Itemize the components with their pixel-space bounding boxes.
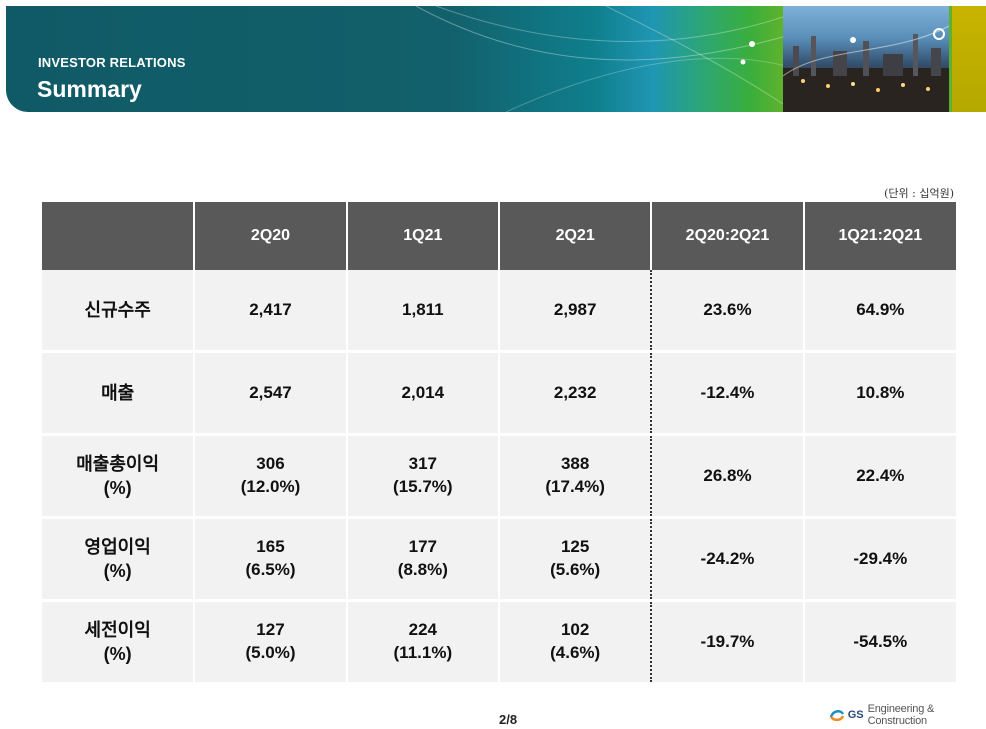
column-header: 2Q20:2Q21 xyxy=(651,202,805,270)
row-label-line: 매출총이익 xyxy=(76,453,160,474)
row-label-line: (%) xyxy=(103,644,132,664)
change-1q21-2q21: 10.8% xyxy=(803,351,956,436)
page-number: 2/8 xyxy=(499,712,518,727)
column-header xyxy=(42,202,196,270)
value-1q21-line: 2,014 xyxy=(401,382,445,402)
value-2q20-line: 306 xyxy=(256,454,285,474)
value-1q21-line: 224 xyxy=(408,620,437,640)
column-header: 1Q21 xyxy=(346,202,500,270)
value-2q20: 2,417 xyxy=(194,270,348,353)
table-row: 매출 2,547 2,014 2,232 -12.4% 10.8% xyxy=(42,351,956,436)
value-1q21-line: 177 xyxy=(408,537,437,557)
row-label-line: 세전이익 xyxy=(84,619,151,640)
change-2q20-2q21: -19.7% xyxy=(651,600,805,685)
gs-logo-icon xyxy=(829,710,844,722)
value-2q21: 125 (5.6%) xyxy=(498,517,653,602)
column-header: 1Q21:2Q21 xyxy=(803,202,956,270)
table-row: 세전이익 (%) 127 (5.0%) 224 (11.1%) 102 (4.6%) -19.7… xyxy=(42,600,956,685)
row-label: 매출총이익 (%) xyxy=(42,434,196,519)
value-1q21: 1,811 xyxy=(346,270,500,353)
value-1q21: 317 (15.7%) xyxy=(346,434,500,519)
brand-gs: GS xyxy=(847,709,864,721)
change-2q20-2q21: 23.6% xyxy=(651,270,805,353)
row-label-line: (%) xyxy=(103,561,132,581)
banner-decoration xyxy=(415,6,786,112)
banner-accent-strip xyxy=(952,6,986,112)
row-label: 세전이익 (%) xyxy=(42,600,196,685)
value-2q21-line: 388 xyxy=(560,454,590,474)
value-2q20-line: 2,417 xyxy=(249,299,292,319)
value-1q21: 2,014 xyxy=(346,351,500,436)
value-2q20-line: (5.0%) xyxy=(245,643,296,662)
value-1q21-line: (11.1%) xyxy=(393,643,453,662)
table-row: 영업이익 (%) 165 (6.5%) 177 (8.8%) 125 (5.6%) -24.2%… xyxy=(42,517,956,602)
value-2q21-line: 102 xyxy=(560,620,590,640)
change-1q21-2q21: 22.4% xyxy=(803,434,956,519)
header-banner: INVESTOR RELATIONS Summary xyxy=(6,6,986,112)
value-2q20-line: 165 xyxy=(256,537,285,557)
brand-text: Engineering & Construction xyxy=(867,703,935,727)
table-row: 신규수주 2,417 1,811 2,987 23.6% 64.9% xyxy=(42,270,956,353)
value-2q21: 2,987 xyxy=(498,270,653,353)
value-2q20-line: 127 xyxy=(256,620,285,640)
row-label: 신규수주 xyxy=(42,270,196,353)
value-2q20-line: 2,547 xyxy=(249,382,292,402)
value-2q20: 165 (6.5%) xyxy=(194,517,348,602)
value-1q21: 177 (8.8%) xyxy=(346,517,500,602)
section-kicker: INVESTOR RELATIONS xyxy=(38,55,186,70)
value-2q21-line: (5.6%) xyxy=(550,560,601,579)
change-1q21-2q21: 64.9% xyxy=(803,270,956,353)
change-2q20-2q21: -12.4% xyxy=(651,351,805,436)
summary-table: 2Q20 1Q21 2Q21 2Q20:2Q21 1Q21:2Q21 신규수주 2… xyxy=(42,202,956,685)
unit-note: (단위 : 십억원) xyxy=(884,187,954,200)
value-1q21: 224 (11.1%) xyxy=(346,600,500,685)
page-title: Summary xyxy=(37,76,142,102)
change-1q21-2q21: -54.5% xyxy=(803,600,956,685)
value-2q20: 2,547 xyxy=(194,351,348,436)
value-1q21-line: (8.8%) xyxy=(397,560,448,579)
value-2q20: 306 (12.0%) xyxy=(194,434,348,519)
value-1q21-line: (15.7%) xyxy=(393,477,453,496)
change-2q20-2q21: 26.8% xyxy=(651,434,805,519)
value-2q21-line: 2,987 xyxy=(553,299,597,319)
refinery-photo xyxy=(783,6,949,112)
company-logo: GS Engineering & Construction xyxy=(829,703,986,727)
value-2q21-line: (17.4%) xyxy=(545,477,605,496)
value-2q21: 388 (17.4%) xyxy=(498,434,653,519)
value-2q21-line: (4.6%) xyxy=(550,643,601,662)
value-2q20: 127 (5.0%) xyxy=(194,600,348,685)
row-label: 영업이익 (%) xyxy=(42,517,196,602)
refinery-illustration xyxy=(783,25,949,112)
value-2q20-line: (12.0%) xyxy=(240,477,301,496)
value-2q21-line: 2,232 xyxy=(553,382,597,402)
column-header: 2Q20 xyxy=(194,202,348,270)
row-label-line: 매출 xyxy=(101,382,135,403)
value-1q21-line: 1,811 xyxy=(402,299,444,319)
row-label: 매출 xyxy=(42,351,196,436)
table-row: 매출총이익 (%) 306 (12.0%) 317 (15.7%) 388 (17.4%) 26… xyxy=(42,434,956,519)
value-2q21: 102 (4.6%) xyxy=(498,600,653,685)
value-2q21-line: 125 xyxy=(560,537,590,557)
row-label-line: (%) xyxy=(103,478,132,498)
table-header-row: 2Q20 1Q21 2Q21 2Q20:2Q21 1Q21:2Q21 xyxy=(42,202,956,270)
value-2q20-line: (6.5%) xyxy=(245,560,296,579)
value-1q21-line: 317 xyxy=(408,454,437,474)
change-2q20-2q21: -24.2% xyxy=(651,517,805,602)
row-label-line: 영업이익 xyxy=(84,536,151,557)
change-1q21-2q21: -29.4% xyxy=(803,517,956,602)
column-header: 2Q21 xyxy=(498,202,653,270)
value-2q21: 2,232 xyxy=(498,351,653,436)
row-label-line: 신규수주 xyxy=(84,299,151,320)
